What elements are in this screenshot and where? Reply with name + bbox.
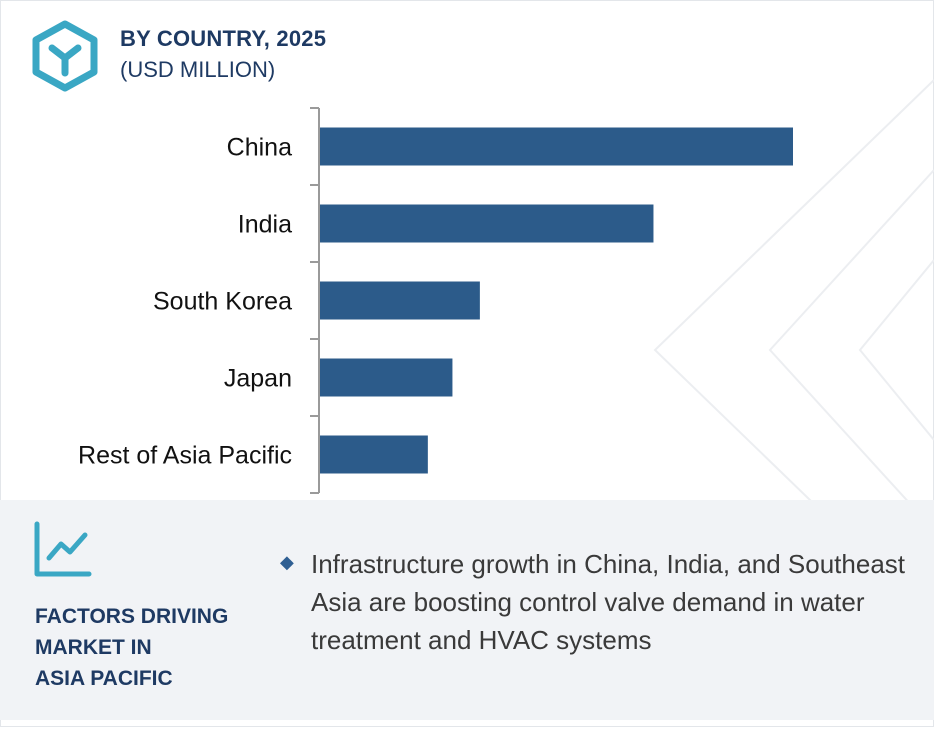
category-label: Rest of Asia Pacific: [78, 442, 292, 470]
bar-china: [320, 127, 793, 166]
chart-title: BY COUNTRY, 2025: [120, 26, 327, 51]
category-label: Japan: [224, 365, 292, 393]
factor-bullet-text: Infrastructure growth in China, India, a…: [311, 549, 906, 655]
bar-rest-of-asia-pacific: [320, 435, 428, 474]
category-label: India: [238, 211, 292, 239]
factors-panel: [0, 500, 934, 720]
line-chart-trend-icon: [34, 521, 92, 577]
bar-south-korea: [320, 281, 480, 320]
diamond-bullet-icon: ◆: [280, 552, 294, 572]
category-label: China: [227, 134, 292, 162]
bar-chart: China India South Korea Japan Rest of Asia P…: [78, 107, 793, 494]
bar-india: [320, 204, 654, 243]
chart-subtitle: (USD MILLION): [120, 57, 276, 82]
hexagon-y-logo-icon: [32, 20, 98, 92]
bar-japan: [320, 358, 453, 397]
category-label: South Korea: [153, 288, 292, 316]
factors-heading-line: MARKET IN: [35, 636, 152, 659]
factors-heading-line: FACTORS DRIVING: [35, 605, 229, 628]
factors-heading-line: ASIA PACIFIC: [35, 667, 173, 690]
factors-heading: FACTORS DRIVING MARKET IN ASIA PACIFIC: [35, 601, 265, 694]
